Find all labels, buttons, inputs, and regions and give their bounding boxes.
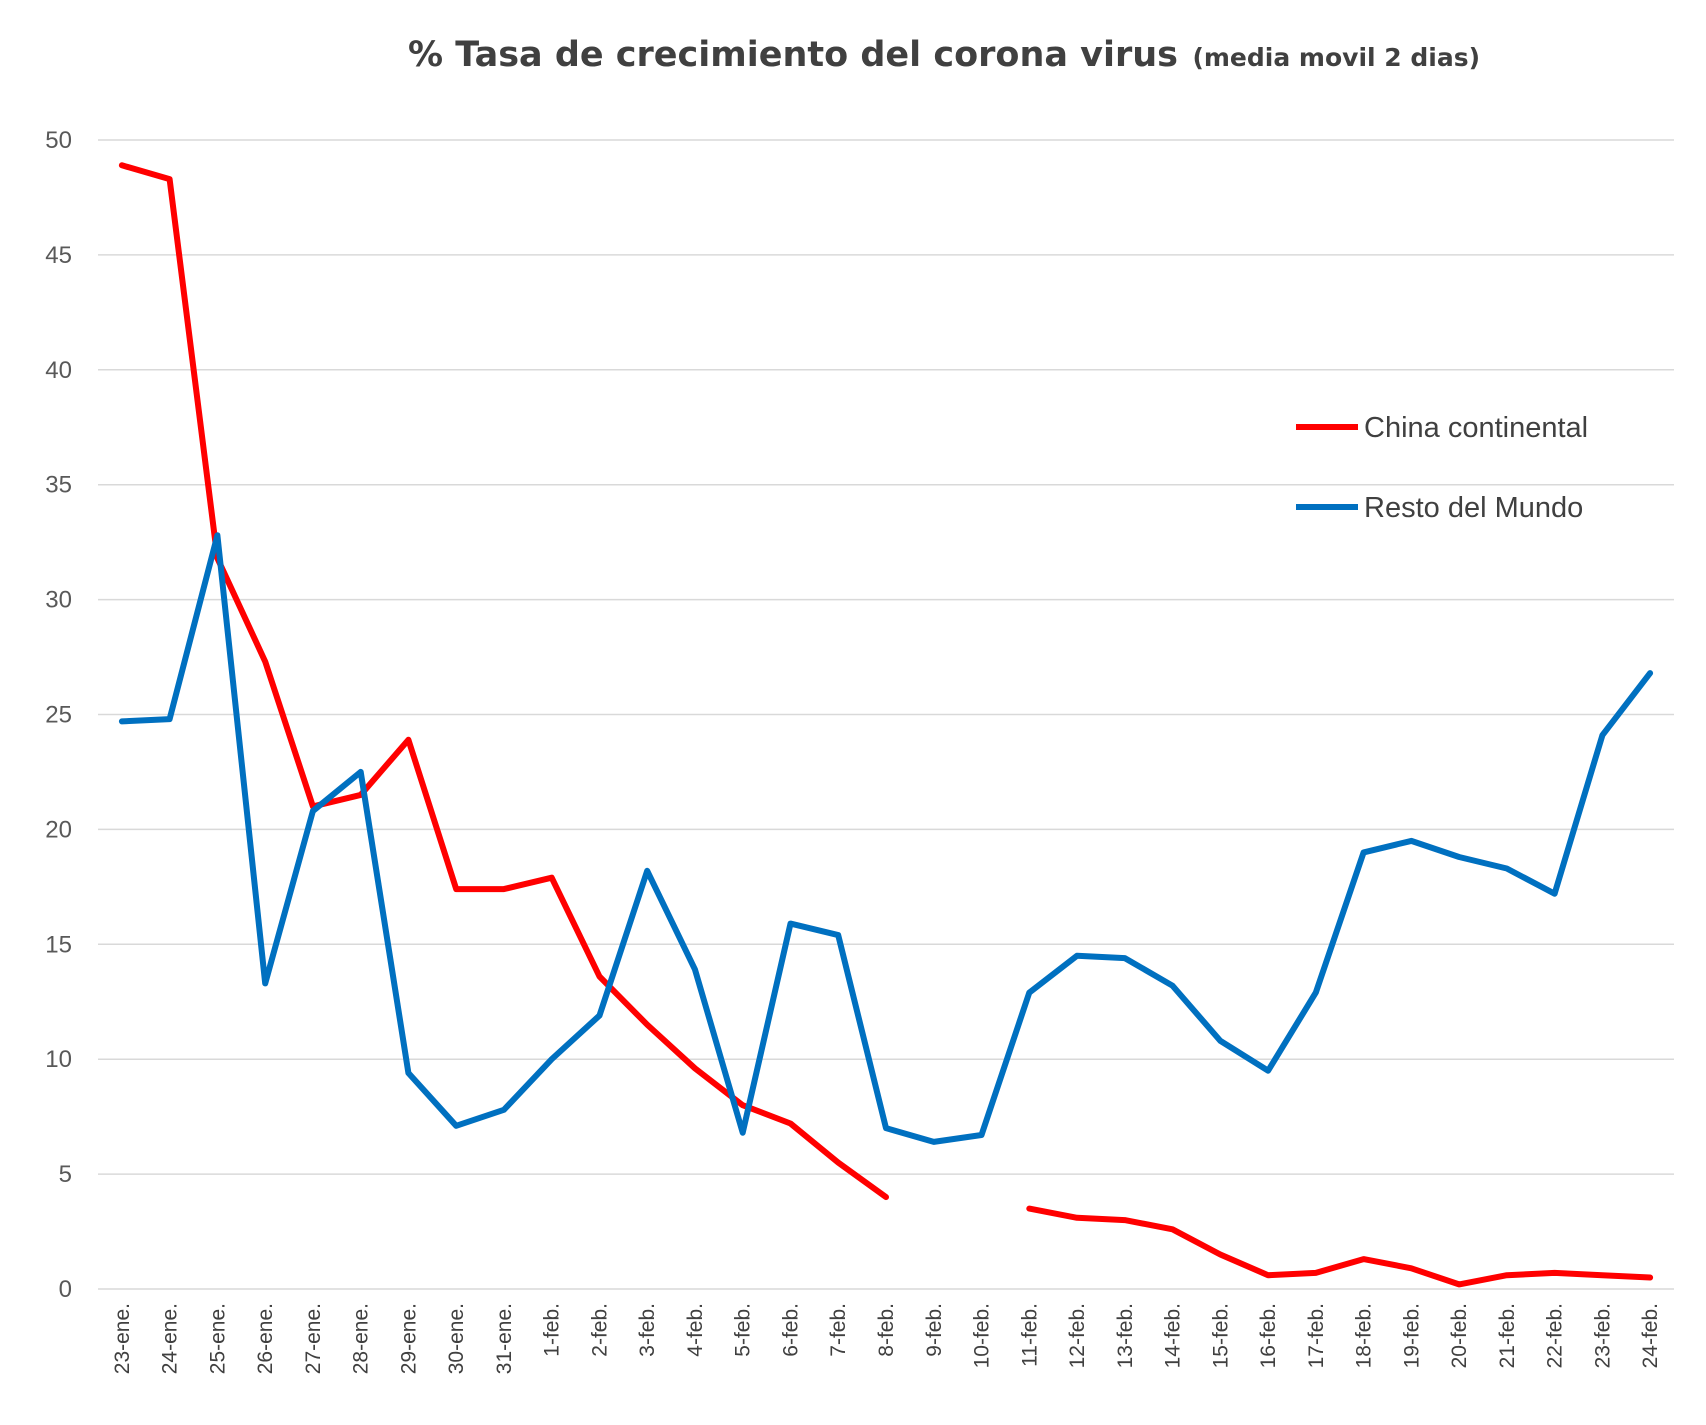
- series-0: [118, 162, 1654, 1288]
- x-tick-label: 2-feb.: [588, 1303, 611, 1357]
- x-tick-label: 17-feb.: [1305, 1303, 1328, 1368]
- data-series: [118, 162, 1654, 1288]
- x-tick-label: 12-feb.: [1066, 1303, 1089, 1368]
- x-tick-label: 9-feb.: [923, 1303, 946, 1357]
- legend-entry: China continental: [1364, 412, 1588, 444]
- x-tick-label: 11-feb.: [1018, 1303, 1041, 1367]
- x-tick-label: 25-ene.: [206, 1303, 229, 1374]
- x-tick-label: 20-feb.: [1448, 1303, 1471, 1368]
- x-axis-tick-labels: 23-ene. 24-ene. 25-ene. 26-ene. 27-ene. 28-en…: [111, 1303, 1662, 1374]
- y-tick-label: 5: [59, 1161, 72, 1188]
- x-tick-label: 30-ene.: [445, 1303, 468, 1374]
- x-tick-label: 3-feb.: [636, 1303, 659, 1357]
- legend: China continental Resto del Mundo: [1296, 412, 1588, 524]
- y-axis-tick-labels: 0 5 10 15 20 25 30 35 40 45 50: [45, 127, 72, 1303]
- x-tick-label: 24-feb.: [1639, 1303, 1662, 1368]
- chart-title: % Tasa de crecimiento del corona virus (…: [408, 35, 1480, 75]
- x-tick-label: 1-feb.: [541, 1303, 564, 1357]
- x-tick-label: 15-feb.: [1209, 1303, 1232, 1368]
- y-tick-label: 30: [45, 587, 72, 614]
- x-tick-label: 28-ene.: [350, 1303, 373, 1374]
- chart-title-subtitle: (media movil 2 dias): [1192, 43, 1480, 72]
- x-tick-label: 5-feb.: [732, 1303, 755, 1357]
- x-tick-label: 23-ene.: [111, 1303, 134, 1374]
- x-tick-label: 19-feb.: [1400, 1303, 1423, 1368]
- x-tick-label: 4-feb.: [684, 1303, 707, 1357]
- y-tick-label: 50: [45, 127, 72, 154]
- x-tick-label: 13-feb.: [1114, 1303, 1137, 1368]
- y-tick-label: 35: [45, 472, 72, 499]
- x-tick-label: 6-feb.: [779, 1303, 802, 1357]
- y-tick-label: 20: [45, 816, 72, 843]
- x-tick-label: 8-feb.: [875, 1303, 898, 1357]
- x-tick-label: 23-feb.: [1591, 1303, 1614, 1368]
- x-tick-label: 18-feb.: [1353, 1303, 1376, 1368]
- y-tick-label: 45: [45, 242, 72, 269]
- x-tick-label: 10-feb.: [971, 1303, 994, 1368]
- y-tick-label: 15: [45, 931, 72, 958]
- chart-title-main: % Tasa de crecimiento del corona virus: [408, 35, 1178, 75]
- series-1: [118, 532, 1654, 1145]
- y-tick-label: 10: [45, 1046, 72, 1073]
- x-tick-label: 21-feb.: [1496, 1303, 1519, 1368]
- y-tick-label: 40: [45, 357, 72, 384]
- y-tick-label: 0: [59, 1276, 72, 1303]
- x-tick-label: 7-feb.: [827, 1303, 850, 1357]
- x-tick-label: 29-ene.: [397, 1303, 420, 1374]
- x-tick-label: 24-ene.: [159, 1303, 182, 1374]
- series-line-segment: [1026, 1205, 1654, 1288]
- legend-entry: Resto del Mundo: [1364, 492, 1583, 524]
- x-tick-label: 14-feb.: [1162, 1303, 1185, 1368]
- y-tick-label: 25: [45, 702, 72, 729]
- x-tick-label: 22-feb.: [1544, 1303, 1567, 1368]
- x-tick-label: 27-ene.: [302, 1303, 325, 1374]
- x-tick-label: 16-feb.: [1257, 1303, 1280, 1368]
- gridlines: [98, 139, 1674, 1290]
- x-tick-label: 31-ene.: [493, 1303, 516, 1374]
- series-line-segment: [118, 532, 1654, 1145]
- series-line-segment: [118, 162, 889, 1201]
- x-tick-label: 26-ene.: [254, 1303, 277, 1374]
